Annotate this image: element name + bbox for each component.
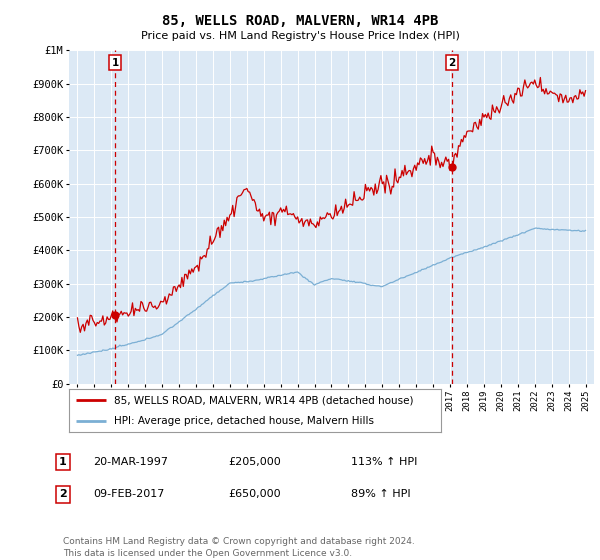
Text: 85, WELLS ROAD, MALVERN, WR14 4PB: 85, WELLS ROAD, MALVERN, WR14 4PB	[162, 14, 438, 28]
Text: 85, WELLS ROAD, MALVERN, WR14 4PB (detached house): 85, WELLS ROAD, MALVERN, WR14 4PB (detac…	[113, 395, 413, 405]
Text: Price paid vs. HM Land Registry's House Price Index (HPI): Price paid vs. HM Land Registry's House …	[140, 31, 460, 41]
Text: 113% ↑ HPI: 113% ↑ HPI	[351, 457, 418, 467]
Text: 1: 1	[59, 457, 67, 467]
Text: 2: 2	[59, 489, 67, 500]
Text: 1: 1	[112, 58, 119, 68]
Text: £205,000: £205,000	[228, 457, 281, 467]
Text: £650,000: £650,000	[228, 489, 281, 500]
Text: 09-FEB-2017: 09-FEB-2017	[93, 489, 164, 500]
Text: Contains HM Land Registry data © Crown copyright and database right 2024.
This d: Contains HM Land Registry data © Crown c…	[63, 537, 415, 558]
Text: 89% ↑ HPI: 89% ↑ HPI	[351, 489, 410, 500]
Text: 2: 2	[448, 58, 455, 68]
Text: 20-MAR-1997: 20-MAR-1997	[93, 457, 168, 467]
Text: HPI: Average price, detached house, Malvern Hills: HPI: Average price, detached house, Malv…	[113, 416, 374, 426]
